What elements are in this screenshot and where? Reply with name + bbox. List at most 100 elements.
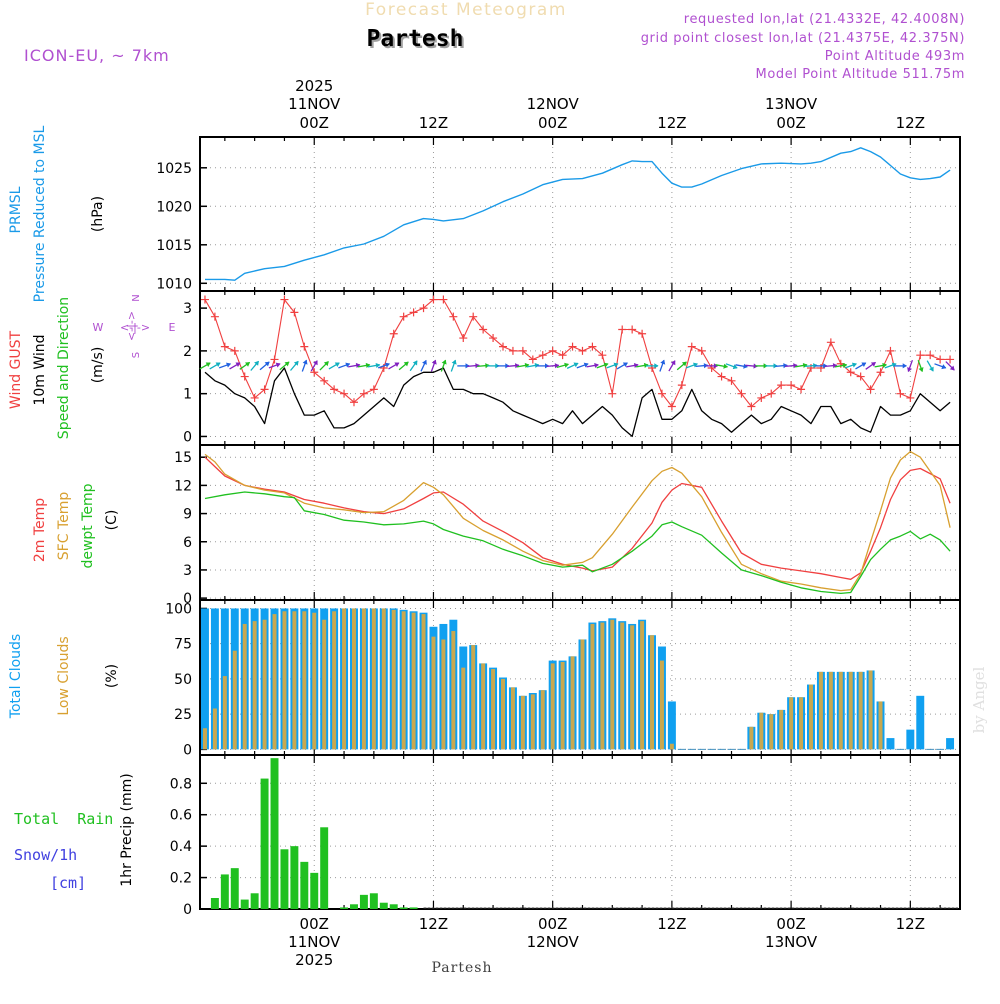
low-cloud-bar (342, 608, 347, 750)
low-cloud-bar (302, 611, 307, 750)
gust-marker (320, 376, 329, 385)
gust-marker (250, 393, 259, 402)
low-cloud-bar (620, 622, 625, 750)
gust-marker (210, 312, 219, 321)
low-cloud-bar (858, 671, 863, 750)
rain-bar (220, 874, 229, 909)
y-tick-label: 1015 (156, 238, 192, 254)
clouds-label-low: Low Clouds (56, 636, 72, 715)
rain-bar (359, 894, 368, 909)
gust-marker (856, 372, 865, 381)
rain-bar (310, 872, 319, 909)
gust-marker (757, 393, 766, 402)
y-tick-label: 75 (174, 637, 192, 653)
y-tick-label: 9 (183, 507, 192, 523)
plot-layer: 1010101510201025012303691215025507510000… (156, 77, 961, 969)
gust-marker (677, 381, 686, 390)
wind-direction-arrowhead (451, 359, 457, 365)
wind-direction-arrowhead (365, 362, 371, 368)
compass-north-south-arrow: <-|-> (125, 311, 138, 341)
gust-marker (866, 385, 875, 394)
wind-direction-arrowhead (732, 364, 738, 370)
low-cloud-bar (659, 660, 664, 750)
low-cloud-bar (610, 619, 615, 750)
bottom-date-label: 12NOV (527, 933, 580, 951)
gust-marker (280, 295, 289, 304)
wind-direction-arrowhead (422, 359, 427, 365)
footer-location: Partesh (432, 960, 493, 976)
low-cloud-bar (520, 695, 525, 750)
top-time-label: 12Z (657, 114, 686, 132)
gust-marker (747, 402, 756, 411)
top-time-label: 00Z (300, 114, 329, 132)
temp-label-dewpt: dewpt Temp (80, 483, 96, 568)
low-cloud-bar (580, 639, 585, 750)
bottom-time-label: 12Z (657, 915, 686, 933)
total-cloud-bar (946, 738, 955, 750)
gust-marker (548, 346, 557, 355)
bottom-year-label: 2025 (295, 951, 333, 969)
gust-marker (727, 376, 736, 385)
low-cloud-bar (381, 608, 386, 750)
low-cloud-bar (411, 612, 416, 750)
grid-point-coords: grid point closest lon,lat (21.4375E, 42… (641, 31, 965, 46)
y-tick-label: 100 (165, 601, 192, 617)
low-cloud-bar (252, 621, 257, 750)
wind-direction-arrowhead (412, 360, 418, 366)
rain-bar (240, 899, 249, 909)
wind-direction-legend: W <-|-> E <-|-> N S (93, 294, 176, 358)
wind-label-unit: (m/s) (90, 347, 106, 384)
y-tick-label: 2 (183, 344, 192, 360)
top-time-label: 00Z (776, 114, 805, 132)
gust-marker (469, 312, 478, 321)
gust-marker (290, 308, 299, 317)
wind-direction-arrowhead (205, 362, 211, 368)
y-tick-label: 3 (183, 301, 192, 317)
y-tick-label: 0 (183, 742, 192, 758)
gust-marker (459, 334, 468, 343)
gust-marker (439, 295, 448, 304)
bottom-time-label: 00Z (776, 915, 805, 933)
panel-frame (199, 444, 961, 601)
low-cloud-bar (431, 636, 436, 750)
low-cloud-bar (848, 671, 853, 750)
low-cloud-bar (461, 667, 466, 750)
low-cloud-bar (312, 612, 317, 750)
low-cloud-bar (232, 650, 237, 750)
clouds-label-total: Total Clouds (8, 634, 24, 719)
low-cloud-bar (838, 671, 843, 750)
y-tick-label: 0.6 (170, 808, 192, 824)
gust-marker (479, 325, 488, 334)
low-cloud-bar (789, 697, 794, 750)
wind-direction-arrowhead (870, 362, 876, 367)
wind-direction-arrowhead (902, 363, 907, 369)
low-cloud-bar (759, 712, 764, 750)
pressure-label-unit: (hPa) (90, 196, 106, 232)
low-cloud-bar (371, 608, 376, 750)
temp-2m-line (204, 456, 951, 580)
gust-marker (697, 346, 706, 355)
wind-direction-arrowhead (613, 362, 619, 368)
rain-bar (260, 778, 269, 909)
gust-marker (608, 389, 617, 398)
low-cloud-bar (769, 714, 774, 750)
gust-marker (300, 342, 309, 351)
wind-direction-arrowhead (861, 362, 867, 368)
gust-marker (508, 346, 517, 355)
y-tick-label: 0 (183, 902, 192, 918)
gust-marker (528, 355, 537, 364)
y-tick-label: 0.4 (170, 839, 192, 855)
total-cloud-bar (906, 729, 915, 750)
gust-marker (638, 329, 647, 338)
gust-marker (797, 385, 806, 394)
low-cloud-bar (332, 611, 337, 750)
model-altitude: Model Point Altitude 511.75m (756, 67, 965, 82)
precip-axis-labels: 1hr Precip (mm) Total Rain Snow/1h [cm] (14, 773, 135, 892)
y-tick-label: 1025 (156, 161, 192, 177)
wind-direction-arrowhead (633, 362, 639, 368)
gust-marker (340, 389, 349, 398)
bottom-time-label: 00Z (300, 915, 329, 933)
top-year-label: 2025 (295, 77, 333, 95)
gust-marker (717, 372, 726, 381)
rain-bar (399, 907, 408, 909)
